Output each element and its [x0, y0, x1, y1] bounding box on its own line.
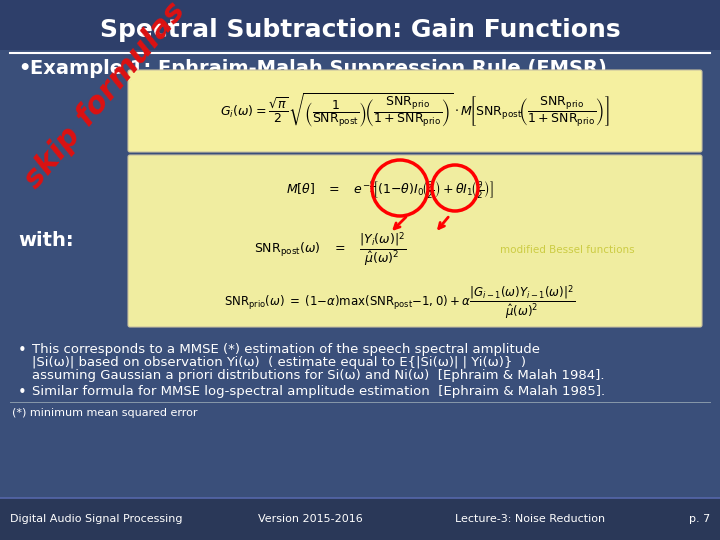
Text: $\mathrm{SNR_{post}}(\omega)\quad=\quad\dfrac{|Y_i(\omega)|^2}{\hat{\mu}(\omega): $\mathrm{SNR_{post}}(\omega)\quad=\quad\…	[254, 231, 406, 269]
Text: $G_i(\omega)=\dfrac{\sqrt{\pi}}{2}\sqrt{\left(\dfrac{1}{\mathrm{SNR_{post}}}\rig: $G_i(\omega)=\dfrac{\sqrt{\pi}}{2}\sqrt{…	[220, 92, 610, 130]
FancyBboxPatch shape	[128, 155, 702, 327]
Text: (*) minimum mean squared error: (*) minimum mean squared error	[12, 408, 197, 418]
FancyBboxPatch shape	[0, 498, 720, 540]
Text: •: •	[18, 385, 27, 400]
Text: modified Bessel functions: modified Bessel functions	[500, 245, 634, 255]
Text: Digital Audio Signal Processing: Digital Audio Signal Processing	[10, 514, 182, 524]
Text: assuming Gaussian a priori distributions for Si(ω) and Ni(ω)  [Ephraim & Malah 1: assuming Gaussian a priori distributions…	[32, 369, 605, 382]
Text: $\mathrm{SNR_{prio}}(\omega)\;=\;(1{-}\alpha)\max(\mathrm{SNR_{post}}{-}1,0)+\al: $\mathrm{SNR_{prio}}(\omega)\;=\;(1{-}\a…	[225, 284, 575, 322]
Text: This corresponds to a MMSE (*) estimation of the speech spectral amplitude: This corresponds to a MMSE (*) estimatio…	[32, 343, 540, 356]
FancyBboxPatch shape	[0, 0, 720, 50]
Text: •: •	[18, 58, 30, 78]
Text: p. 7: p. 7	[689, 514, 710, 524]
Text: $M[\theta]\quad=\quad e^{-\frac{\theta}{2}}\!\left[(1{-}\theta)I_0\!\left(\frac{: $M[\theta]\quad=\quad e^{-\frac{\theta}{…	[286, 179, 494, 201]
Text: |Si(ω)| based on observation Yi(ω)  ( estimate equal to E{|Si(ω)| | Yi(ω)}  ): |Si(ω)| based on observation Yi(ω) ( est…	[32, 356, 526, 369]
Text: Lecture-3: Noise Reduction: Lecture-3: Noise Reduction	[455, 514, 605, 524]
FancyBboxPatch shape	[128, 70, 702, 152]
Text: skip formulas: skip formulas	[19, 0, 191, 194]
Text: Similar formula for MMSE log-spectral amplitude estimation  [Ephraim & Malah 198: Similar formula for MMSE log-spectral am…	[32, 385, 605, 398]
Text: Example 1: Ephraim-Malah Suppression Rule (EMSR): Example 1: Ephraim-Malah Suppression Rul…	[30, 58, 607, 78]
Text: Version 2015-2016: Version 2015-2016	[258, 514, 362, 524]
Text: with:: with:	[18, 231, 73, 249]
Text: Spectral Subtraction: Gain Functions: Spectral Subtraction: Gain Functions	[99, 18, 621, 42]
Text: •: •	[18, 343, 27, 358]
